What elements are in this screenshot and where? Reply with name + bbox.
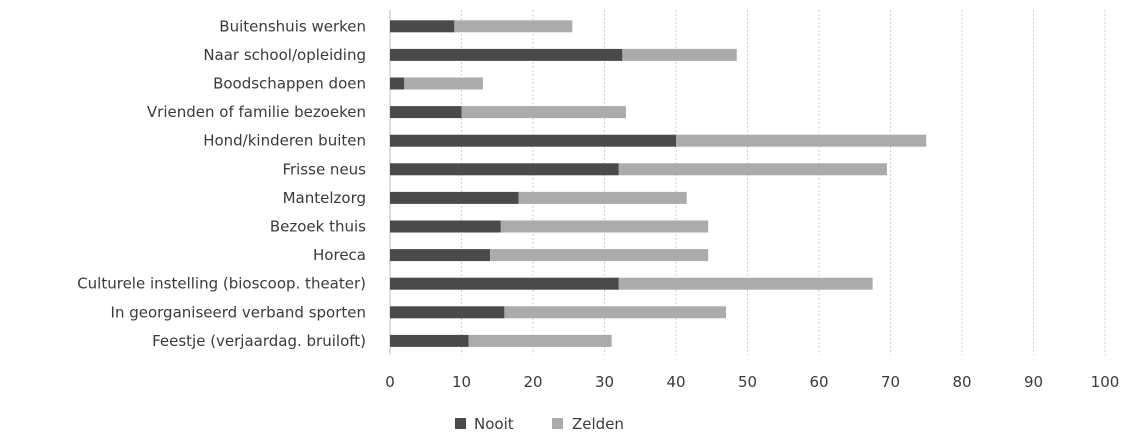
x-tick-label: 0 [385,373,395,391]
category-label: Boodschappen doen [213,75,366,93]
x-tick-label: 10 [452,373,471,391]
bar-segment-zelden [461,106,626,119]
category-label: In georganiseerd verband sporten [111,303,366,321]
bar-segment-zelden [468,334,612,347]
bar-segment-nooit [390,77,405,90]
category-label: Hond/kinderen buiten [203,132,366,150]
bars [390,20,927,347]
category-label: Mantelzorg [283,189,366,207]
legend: Nooit Zelden [455,415,624,433]
category-label: Vrienden of familie bezoeken [147,103,366,121]
bar-segment-zelden [618,277,873,290]
bar-segment-nooit [390,334,469,347]
x-tick-label: 100 [1091,373,1120,391]
bar-segment-nooit [390,134,676,147]
category-label: Feestje (verjaardag. bruiloft) [152,332,366,350]
category-label: Naar school/opleiding [203,46,366,64]
legend-swatch [552,418,563,429]
category-labels: Buitenshuis werken Naar school/opleiding B… [77,17,366,350]
bar-segment-zelden [504,306,727,319]
bar-segment-nooit [390,277,619,290]
x-tick-label: 60 [809,373,828,391]
gridlines [389,10,1106,356]
legend-swatch [455,418,466,429]
bar-segment-zelden [490,249,709,262]
bar-segment-nooit [390,191,519,204]
category-label: Frisse neus [282,160,366,178]
x-tick-label: 90 [1024,373,1043,391]
x-tick-label: 40 [666,373,685,391]
bar-segment-zelden [676,134,927,147]
x-tick-label: 20 [523,373,542,391]
bar-segment-zelden [622,48,737,61]
bar-segment-nooit [390,106,462,119]
bar-segment-nooit [390,48,623,61]
bar-segment-zelden [500,220,709,233]
category-label: Culturele instelling (bioscoop. theater) [77,275,366,293]
bar-segment-nooit [390,306,505,319]
bar-segment-nooit [390,249,491,262]
bar-segment-nooit [390,220,501,233]
category-label: Bezoek thuis [270,218,366,236]
bar-segment-nooit [390,163,619,176]
x-tick-label: 70 [881,373,900,391]
bar-segment-zelden [454,20,573,33]
x-axis-tick-labels: 0 10 20 30 40 50 60 70 80 90 100 [385,373,1119,391]
x-tick-label: 80 [952,373,971,391]
x-tick-label: 50 [738,373,757,391]
legend-label: Nooit [474,415,514,433]
bar-segment-zelden [618,163,887,176]
bar-segment-nooit [390,20,455,33]
x-tick-label: 30 [595,373,614,391]
legend-label: Zelden [572,415,624,433]
bar-segment-zelden [518,191,687,204]
category-label: Horeca [313,246,366,264]
bar-segment-zelden [404,77,483,90]
category-label: Buitenshuis werken [219,17,366,35]
